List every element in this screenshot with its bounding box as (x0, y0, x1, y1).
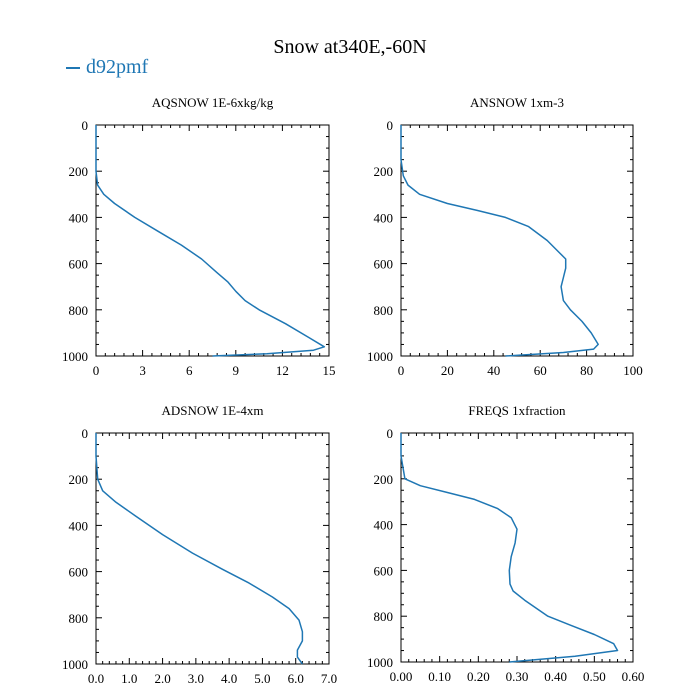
x-tick-label: 9 (233, 363, 240, 378)
y-tick-label: 600 (69, 565, 89, 580)
legend-line-icon (66, 67, 80, 70)
y-tick-label: 400 (69, 210, 89, 225)
subplot-title: FREQS 1xfraction (468, 403, 566, 418)
series-line-d92pmf (400, 433, 619, 663)
subplot-3: ADSNOW 1E-4xm 0.0 1.0 2.0 3.0 4.0 5.0 6.0 7.0 0 20… (62, 403, 337, 686)
y-tick-label: 1000 (367, 349, 393, 364)
plot-frame (400, 124, 634, 357)
y-tick-label: 200 (69, 164, 89, 179)
legend-label: d92pmf (86, 56, 149, 78)
x-tick-label: 5.0 (254, 671, 270, 686)
x-tick-label: 3.0 (188, 671, 204, 686)
x-tick-label: 1.0 (121, 671, 137, 686)
subplot-title: AQSNOW 1E-6xkg/kg (152, 95, 274, 110)
y-tick-label: 0 (82, 118, 89, 133)
y-tick-label: 600 (374, 563, 394, 578)
x-tick-label: 6 (186, 363, 193, 378)
plot-frame (95, 432, 330, 665)
y-tick-label: 1000 (62, 349, 88, 364)
y-tick-label: 400 (69, 518, 89, 533)
x-tick-label: 60 (534, 363, 547, 378)
series-line-d92pmf (95, 433, 304, 665)
x-tick-label: 12 (276, 363, 289, 378)
x-tick-label: 40 (487, 363, 500, 378)
series-line-d92pmf (400, 125, 599, 357)
subplot-4: FREQS 1xfraction 0.00 0.10 0.20 0.30 0.40 0.50… (367, 403, 644, 684)
y-tick-label: 800 (374, 609, 394, 624)
y-tick-label: 1000 (62, 657, 88, 672)
series-line-d92pmf (95, 125, 326, 357)
x-tick-label: 0.10 (428, 669, 451, 684)
y-tick-label: 1000 (367, 655, 393, 670)
y-tick-label: 800 (69, 303, 89, 318)
x-tick-label: 0.30 (506, 669, 529, 684)
x-tick-label: 15 (323, 363, 336, 378)
y-tick-label: 0 (82, 426, 89, 441)
plot-frame (95, 124, 330, 357)
x-tick-label: 80 (580, 363, 593, 378)
figure-title: Snow at340E,-60N (273, 36, 427, 58)
y-tick-label: 0 (387, 118, 394, 133)
x-tick-label: 0.40 (544, 669, 567, 684)
legend-entry: d92pmf (66, 56, 148, 79)
x-tick-label: 0.00 (390, 669, 413, 684)
y-tick-label: 400 (374, 210, 394, 225)
x-tick-label: 0.50 (583, 669, 606, 684)
y-tick-label: 200 (69, 472, 89, 487)
subplot-title: ANSNOW 1xm-3 (470, 95, 564, 110)
y-tick-label: 600 (69, 257, 89, 272)
y-tick-label: 800 (69, 611, 89, 626)
subplot-title: ADSNOW 1E-4xm (162, 403, 264, 418)
x-tick-label: 2.0 (154, 671, 170, 686)
x-tick-label: 0.20 (467, 669, 490, 684)
plot-frame (400, 432, 634, 663)
x-tick-label: 0.60 (622, 669, 645, 684)
x-tick-label: 7.0 (321, 671, 337, 686)
x-tick-label: 0.0 (88, 671, 104, 686)
x-tick-label: 20 (441, 363, 454, 378)
subplot-2: ANSNOW 1xm-30 20 40 60 80 1000200400600800100… (367, 95, 643, 378)
x-tick-label: 4.0 (221, 671, 237, 686)
x-tick-label: 3 (139, 363, 146, 378)
x-tick-label: 0 (93, 363, 100, 378)
x-tick-label: 100 (623, 363, 643, 378)
y-tick-label: 200 (374, 472, 394, 487)
y-tick-label: 400 (374, 518, 394, 533)
y-tick-label: 600 (374, 257, 394, 272)
y-tick-label: 200 (374, 164, 394, 179)
y-tick-label: 800 (374, 303, 394, 318)
y-tick-label: 0 (387, 426, 394, 441)
x-tick-label: 0 (398, 363, 405, 378)
x-tick-label: 6.0 (288, 671, 304, 686)
subplot-1: AQSNOW 1E-6xkg/kg 0 3 6 9 12 15 0 200 400 600 800 10… (62, 95, 336, 378)
